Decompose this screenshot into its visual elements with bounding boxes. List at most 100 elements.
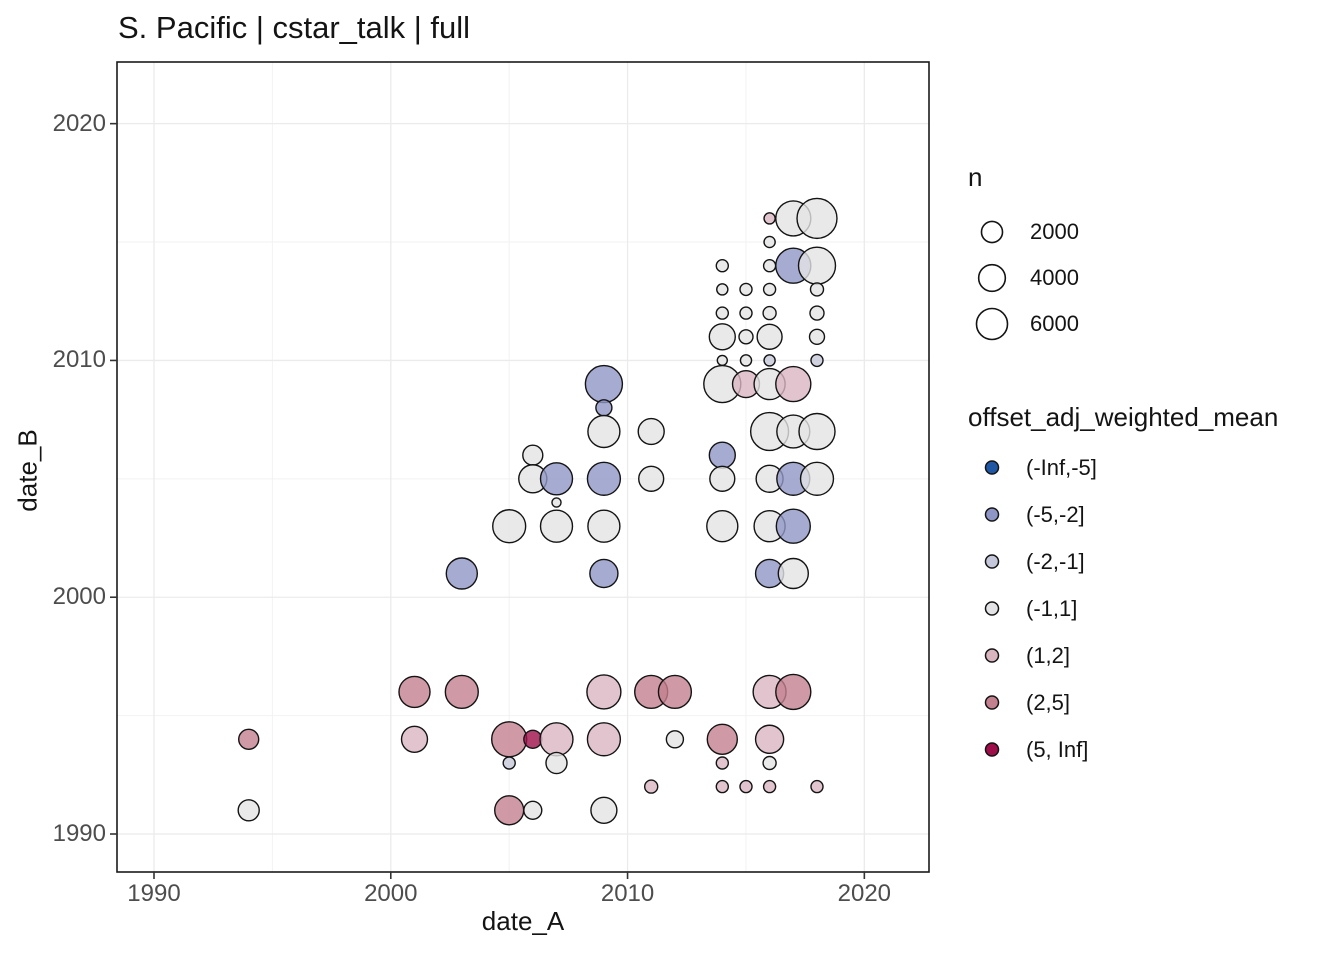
data-point	[775, 508, 811, 544]
color-legend-entry: (-1,1]	[962, 585, 1097, 632]
size-legend-entry: 4000	[962, 255, 1079, 301]
data-point	[492, 509, 527, 544]
color-legend-dot-icon	[984, 695, 1000, 710]
y-axis-title: date_B	[12, 429, 43, 512]
color-legend-entry: (2,5]	[962, 679, 1097, 726]
y-tick-label: 1990	[52, 820, 106, 847]
legend-panel: n 2000 4000 6000 offset_adj_weighted_mean …	[962, 0, 1344, 960]
data-point	[637, 417, 665, 446]
color-legend-entry: (1,2]	[962, 632, 1097, 679]
data-point	[586, 674, 622, 710]
data-point	[762, 305, 777, 321]
data-point	[716, 283, 729, 296]
data-point	[502, 756, 516, 770]
data-point	[715, 779, 730, 794]
chart-title: S. Pacific | cstar_talk | full	[118, 10, 471, 45]
data-point	[762, 755, 777, 771]
data-point	[763, 235, 776, 249]
data-point	[589, 558, 619, 589]
color-legend-dot-icon	[984, 460, 1000, 475]
size-legend-circle-icon	[975, 307, 1009, 341]
color-legend-entry: (-5,-2]	[962, 491, 1097, 538]
data-point	[539, 462, 574, 496]
data-point	[539, 509, 574, 543]
data-point	[739, 779, 753, 794]
size-legend-rows: 2000 4000 6000	[962, 209, 1079, 347]
size-legend-label: 6000	[1030, 311, 1079, 336]
color-legend-rows: (-Inf,-5] (-5,-2] (-2,-1] (-1,1] (1,2] (2,5] (…	[962, 444, 1097, 773]
data-point	[762, 258, 777, 273]
data-point	[638, 465, 665, 492]
data-point	[539, 722, 574, 757]
data-point	[763, 212, 776, 225]
data-point	[739, 306, 753, 320]
data-point	[754, 724, 785, 755]
data-point	[490, 721, 528, 758]
size-legend-entry: 6000	[962, 301, 1079, 347]
data-point	[762, 282, 777, 297]
data-point	[709, 465, 736, 492]
data-point	[587, 414, 621, 449]
data-point	[523, 800, 543, 820]
data-point	[400, 725, 429, 753]
data-point	[643, 779, 659, 794]
data-point	[808, 328, 826, 345]
data-point	[810, 779, 824, 794]
color-legend-title: offset_adj_weighted_mean	[968, 402, 1279, 432]
color-legend-label: (-1,1]	[1026, 595, 1078, 621]
data-point	[706, 509, 739, 543]
data-point	[809, 282, 825, 297]
data-point	[523, 729, 543, 749]
data-point	[595, 399, 613, 417]
panel-border	[116, 61, 930, 873]
y-tick-label: 2020	[52, 109, 106, 137]
data-point	[522, 444, 544, 466]
data-point	[716, 354, 728, 367]
data-point	[708, 441, 736, 469]
size-legend-circle-icon	[980, 220, 1004, 244]
data-point	[796, 197, 838, 240]
color-legend-dot-icon	[984, 554, 1000, 569]
data-point	[809, 305, 825, 321]
data-point	[445, 557, 479, 590]
data-point	[586, 722, 622, 757]
data-point	[715, 756, 730, 770]
data-point	[545, 751, 568, 775]
color-legend-dot-icon	[984, 648, 1000, 663]
data-point	[756, 323, 783, 350]
data-point	[799, 461, 835, 496]
size-legend-title: n	[968, 162, 983, 192]
data-point	[798, 412, 836, 451]
y-tick-label: 2000	[52, 583, 106, 611]
data-point	[763, 354, 776, 367]
y-tick-label: 2010	[52, 346, 106, 374]
data-point	[665, 730, 685, 749]
data-point	[238, 728, 260, 750]
data-point	[657, 674, 693, 710]
color-legend-label: (1,2]	[1026, 642, 1071, 668]
data-point	[738, 329, 754, 345]
data-point	[706, 723, 739, 756]
data-point	[708, 323, 736, 351]
x-tick-label: 2000	[364, 880, 418, 907]
data-point	[739, 354, 753, 367]
color-legend-dot-icon	[984, 507, 1000, 522]
color-legend-dot-icon	[984, 742, 1000, 757]
color-legend-label: (5, Inf]	[1026, 736, 1089, 762]
size-legend-circle-icon	[977, 263, 1007, 293]
data-point	[584, 364, 624, 404]
color-legend-dot-icon	[984, 601, 1000, 616]
data-point	[797, 246, 837, 285]
size-legend-label: 4000	[1030, 265, 1079, 290]
data-point	[494, 795, 525, 826]
size-legend-entry: 2000	[962, 209, 1079, 255]
x-tick-label: 2020	[837, 880, 892, 907]
data-point	[810, 353, 824, 368]
color-legend-label: (-Inf,-5]	[1026, 454, 1097, 480]
x-tick-label: 1990	[127, 880, 181, 907]
color-legend-entry: (-Inf,-5]	[962, 444, 1097, 491]
color-legend-label: (-2,-1]	[1026, 548, 1085, 574]
data-point	[777, 557, 810, 590]
